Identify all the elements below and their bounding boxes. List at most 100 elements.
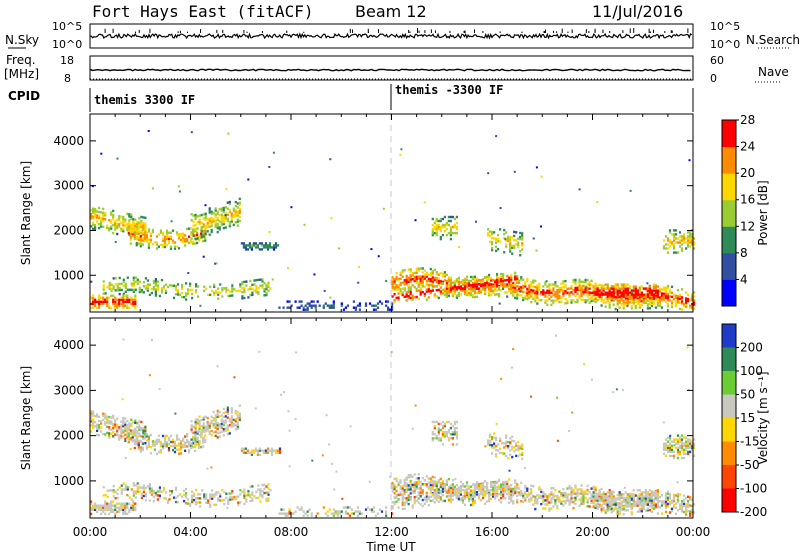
echo-cell xyxy=(194,227,197,231)
echo-cell xyxy=(218,435,221,438)
echo-cell xyxy=(574,280,577,284)
echo-cell xyxy=(636,501,639,504)
echo-cell xyxy=(90,302,93,306)
echo-cell xyxy=(606,501,609,504)
echo-cell xyxy=(158,294,161,298)
echo-cell xyxy=(340,302,343,305)
echo-cell xyxy=(532,281,535,284)
echo-cell xyxy=(441,282,444,285)
echo-cell xyxy=(508,501,511,504)
echo-cell xyxy=(216,212,219,216)
echo-cell xyxy=(142,494,145,498)
echo-cell xyxy=(498,302,501,305)
echo-cell xyxy=(606,299,609,302)
echo-cell xyxy=(433,484,436,487)
echo-cell xyxy=(112,277,115,280)
echo-cell xyxy=(255,496,258,500)
echo-cell xyxy=(498,295,501,298)
echo-cell xyxy=(630,502,633,506)
echo-cell xyxy=(624,291,627,294)
echo-cell xyxy=(602,301,605,304)
echo-cell xyxy=(568,493,571,496)
echo-cell xyxy=(92,410,95,413)
echo-cell xyxy=(179,446,183,449)
echo-cell xyxy=(486,489,489,492)
echo-cell xyxy=(602,508,605,512)
echo-cell xyxy=(255,490,258,494)
echo-cell xyxy=(232,215,235,218)
echo-cell xyxy=(413,271,416,275)
echo-cell xyxy=(112,213,115,217)
echo-cell xyxy=(427,283,430,287)
echo-cell xyxy=(502,485,505,488)
echo-cell xyxy=(554,501,557,504)
echo-cell xyxy=(425,495,428,498)
echo-cell xyxy=(429,489,432,493)
echo-cell xyxy=(596,285,599,288)
echo-cell xyxy=(194,439,197,442)
echo-cell xyxy=(227,502,230,505)
echo-cell xyxy=(463,291,467,294)
echo-cell xyxy=(112,414,115,418)
echo-cell xyxy=(270,453,274,456)
echo-cell xyxy=(102,286,105,289)
echo-cell xyxy=(139,448,142,451)
echo-cell xyxy=(445,279,448,283)
echo-cell xyxy=(435,490,438,494)
echo-cell xyxy=(102,213,105,216)
echo-cell xyxy=(150,287,153,291)
echo-cell xyxy=(100,426,103,429)
echo-cell xyxy=(122,292,125,296)
echo-cell xyxy=(658,288,661,291)
echo-cell xyxy=(564,491,567,495)
echo-cell xyxy=(214,414,217,417)
echo-cell xyxy=(110,500,113,503)
echo-cell xyxy=(391,286,394,289)
echo-cell xyxy=(484,284,487,287)
echo-cell xyxy=(254,447,257,450)
echo-cell xyxy=(96,433,99,436)
echo-cell xyxy=(550,295,553,298)
echo-cell xyxy=(104,500,107,503)
echo-cell xyxy=(254,449,257,452)
echo-cell xyxy=(194,422,197,426)
echo-cell xyxy=(433,476,436,479)
echo-cell xyxy=(582,288,585,292)
echo-cell xyxy=(194,435,197,438)
echo-cell xyxy=(447,486,450,489)
echo-cell xyxy=(594,300,597,304)
echo-cell xyxy=(521,457,524,461)
echo-cell xyxy=(588,283,591,286)
echo-cell xyxy=(429,278,432,281)
echo-cell xyxy=(94,226,97,229)
echo-cell xyxy=(459,485,462,488)
echo-cell xyxy=(200,435,203,439)
echo-cell xyxy=(678,503,682,506)
echo-cell xyxy=(455,431,458,434)
echo-cell xyxy=(433,285,436,288)
echo-cell xyxy=(102,508,105,511)
echo-cell xyxy=(427,485,430,488)
echo-cell xyxy=(616,285,619,288)
echo-cell xyxy=(98,419,101,423)
echo-cell xyxy=(445,287,448,290)
echo-cell xyxy=(562,290,565,293)
echo-cell xyxy=(236,202,239,205)
echo-cell xyxy=(656,499,659,502)
echo-cell xyxy=(678,297,682,300)
echo-cell xyxy=(691,510,694,514)
echo-cell xyxy=(630,299,633,302)
echo-cell xyxy=(192,230,195,233)
echo-cell xyxy=(568,501,571,504)
echo-cell xyxy=(556,299,559,302)
echo-cell xyxy=(251,499,254,502)
echo-cell xyxy=(646,509,649,512)
echo-cell xyxy=(652,300,655,303)
echo-cell xyxy=(224,421,227,424)
echo-cell xyxy=(689,231,692,234)
echo-cell xyxy=(467,497,471,501)
echo-cell xyxy=(209,293,212,297)
echo-cell xyxy=(636,299,639,302)
echo-cell xyxy=(449,227,452,231)
echo-cell xyxy=(685,303,688,306)
